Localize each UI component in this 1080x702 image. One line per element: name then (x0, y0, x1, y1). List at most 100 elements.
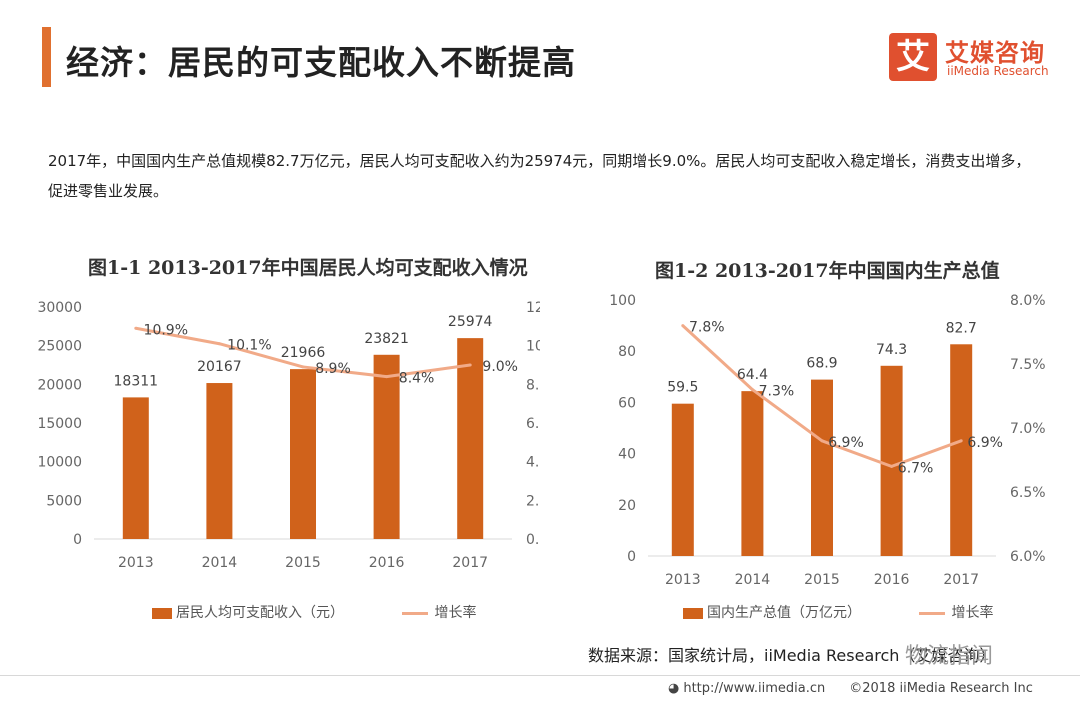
bar-value-label: 20167 (197, 359, 242, 375)
x-tick-label: 2013 (665, 572, 701, 588)
growth-rate-label: 6.7% (898, 460, 934, 476)
growth-rate-label: 10.9% (144, 322, 188, 338)
growth-rate-label: 7.3% (759, 384, 795, 400)
legend-bar-swatch (152, 607, 172, 619)
page-title: 经济：居民的可支配收入不断提高 (66, 43, 576, 82)
growth-rate-point (468, 363, 472, 367)
bar-value-label: 82.7 (946, 320, 977, 336)
footer: ◕ http://www.iimedia.cn ©2018 iiMedia Rese… (668, 681, 1033, 696)
bar-value-label: 59.5 (667, 380, 698, 396)
y-left-tick-label: 10000 (37, 455, 82, 471)
legend-line-swatch (402, 611, 429, 615)
legend-label-gdp: 国内生产总值（万亿元） (707, 605, 861, 621)
legend-bar-swatch (683, 607, 703, 619)
y-right-tick-label: 7.5% (1010, 357, 1046, 373)
y-right-tick-label: 6.0% (526, 416, 540, 432)
x-tick-label: 2016 (874, 572, 910, 588)
bar (290, 369, 316, 539)
y-left-tick-label: 30000 (37, 300, 82, 316)
footer-copyright: ©2018 iiMedia Research Inc (849, 681, 1033, 696)
y-right-tick-label: 0.0% (526, 532, 540, 548)
legend-item-gdp: 国内生产总值（万亿元） (683, 602, 861, 622)
bar (206, 383, 233, 539)
y-left-tick-label: 20000 (37, 377, 82, 393)
growth-rate-label: 7.8% (689, 320, 725, 336)
bar-value-label: 25974 (448, 314, 493, 330)
y-left-tick-label: 20 (618, 498, 636, 514)
source-text: 数据来源：国家统计局，iiMedia Research（艾媒咨询） (588, 646, 996, 665)
growth-rate-point (385, 375, 389, 379)
bar (671, 403, 694, 556)
y-right-tick-label: 7.0% (1010, 421, 1046, 437)
chart2-legend: 国内生产总值（万亿元） 增长率 (683, 602, 1047, 622)
bar-value-label: 23821 (364, 331, 409, 347)
bar-value-label: 18311 (114, 373, 159, 389)
y-left-tick-label: 100 (609, 293, 636, 309)
chart1-title: 图1-1 2013-2017年中国居民人均可支配收入情况 (88, 257, 528, 279)
y-right-tick-label: 10.0% (526, 339, 540, 355)
growth-rate-point (681, 324, 685, 328)
x-tick-label: 2014 (735, 572, 771, 588)
y-right-tick-label: 6.5% (1010, 485, 1046, 501)
y-left-tick-label: 60 (618, 395, 636, 411)
logo-text-en: iiMedia Research (947, 64, 1049, 78)
growth-rate-point (959, 439, 963, 443)
legend-line-swatch (919, 611, 946, 615)
bar-value-label: 21966 (281, 345, 326, 361)
y-right-tick-label: 6.0% (1010, 549, 1046, 565)
legend-label-growth: 增长率 (434, 605, 477, 621)
growth-rate-label: 6.9% (967, 435, 1003, 451)
y-right-tick-label: 2.0% (526, 493, 540, 509)
y-right-tick-label: 12.0% (526, 300, 540, 316)
growth-rate-label: 10.1% (227, 338, 271, 354)
y-left-tick-label: 25000 (37, 339, 82, 355)
chart1-income: 0 5000 10000 15000 20000 25000 30000 0.0% 2.0% 4.… (37, 300, 540, 571)
bar (741, 391, 764, 556)
x-tick-label: 2015 (285, 555, 321, 571)
x-tick-label: 2016 (369, 555, 405, 571)
growth-rate-label: 8.9% (315, 361, 351, 377)
logo-mark-icon: 艾 (889, 33, 937, 81)
chart2-title: 图1-2 2013-2017年中国国内生产总值 (655, 260, 1000, 282)
x-tick-label: 2013 (118, 555, 154, 571)
y-left-tick-label: 5000 (46, 493, 82, 509)
legend-item-growth: 增长率 (919, 602, 993, 622)
wechat-watermark: 物流指闻 (905, 644, 994, 669)
bar (122, 397, 149, 539)
y-right-tick-label: 4.0% (526, 455, 540, 471)
x-tick-label: 2017 (943, 572, 979, 588)
bar (880, 365, 903, 556)
bar (811, 379, 833, 556)
description-text: 2017年，中国国内生产总值规模82.7万亿元，居民人均可支配收入约为25974… (48, 152, 1031, 200)
bar (950, 344, 973, 556)
x-tick-label: 2014 (202, 555, 238, 571)
bar-value-label: 64.4 (737, 367, 768, 383)
growth-rate-point (750, 388, 754, 392)
chart2-gdp: 0 20 40 60 80 100 6.0% 6.5% 7.0% 7.5% 8.0% 2013 2014… (609, 293, 1046, 588)
legend-item-income: 居民人均可支配收入（元） (152, 602, 344, 622)
logo-text-cn: 艾媒咨询 (945, 39, 1045, 67)
x-tick-label: 2017 (452, 555, 488, 571)
y-right-tick-label: 8.0% (526, 377, 540, 393)
footer-url[interactable]: http://www.iimedia.cn (683, 681, 826, 696)
y-left-tick-label: 15000 (37, 416, 82, 432)
iimedia-logo: 艾 艾媒咨询 iiMedia Research (889, 33, 1064, 83)
bar-value-label: 68.9 (806, 356, 837, 372)
y-left-tick-label: 0 (627, 549, 636, 565)
bar (373, 354, 400, 539)
growth-rate-label: 6.9% (828, 435, 864, 451)
x-tick-label: 2015 (804, 572, 840, 588)
growth-rate-point (134, 326, 138, 330)
growth-rate-point (890, 464, 894, 468)
y-left-tick-label: 0 (73, 532, 82, 548)
y-right-tick-label: 8.0% (1010, 293, 1046, 309)
growth-rate-point (217, 342, 221, 346)
footer-divider (0, 675, 1080, 676)
growth-rate-label: 9.0% (482, 359, 518, 375)
bar-value-label: 74.3 (876, 342, 907, 358)
y-left-tick-label: 80 (618, 344, 636, 360)
chart1-legend: 居民人均可支配收入（元） 增长率 (152, 602, 530, 622)
globe-icon: ◕ (668, 681, 680, 696)
y-left-tick-label: 40 (618, 447, 636, 463)
growth-rate-label: 8.4% (399, 371, 435, 387)
